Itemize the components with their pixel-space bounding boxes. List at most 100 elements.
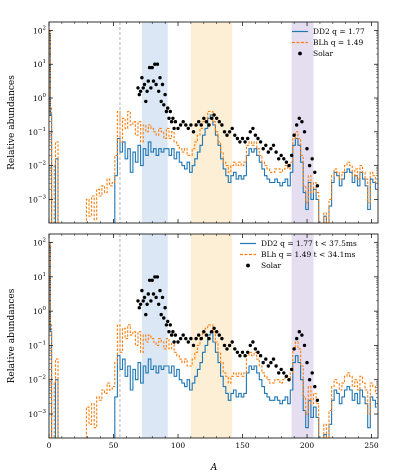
solar-point	[141, 299, 145, 303]
solar-point	[166, 106, 170, 110]
solar-point	[274, 364, 278, 368]
solar-point	[313, 170, 317, 174]
solar-point	[310, 371, 314, 375]
shaded-band-0	[141, 22, 168, 223]
solar-point	[176, 126, 180, 131]
solar-point	[171, 330, 175, 334]
solar-point	[277, 371, 281, 375]
solar-point	[147, 278, 152, 282]
solar-point	[167, 330, 171, 334]
solar-point	[292, 347, 296, 351]
solar-point	[269, 360, 273, 365]
solar-point	[313, 384, 317, 389]
plot-frame	[48, 21, 379, 224]
solar-point	[230, 126, 234, 131]
solar-point	[157, 302, 161, 306]
solar-point	[144, 312, 148, 317]
solar-point	[233, 133, 237, 137]
solar-point	[160, 82, 165, 87]
y-axis-label: Relative abundances	[7, 288, 17, 383]
bottom-panel: 0 50 100 150 200 250 102 101 100 10−1 10−2 10−3 Rela…	[7, 233, 379, 450]
solar-point	[297, 330, 301, 334]
solar-point	[164, 109, 169, 114]
y-tick-label: 10−2	[28, 375, 46, 385]
solar-point	[256, 350, 260, 354]
y-tick-label: 10−3	[28, 409, 46, 419]
solar-point	[164, 323, 169, 327]
x-tick-label: 50	[109, 441, 119, 450]
solar-point	[240, 350, 245, 354]
solar-point	[147, 65, 152, 70]
solar-point	[166, 319, 170, 324]
plot-frame	[48, 233, 379, 439]
solar-point	[305, 147, 309, 151]
solar-point	[295, 123, 299, 127]
solar-point	[149, 86, 153, 90]
solar-point	[172, 126, 176, 131]
solar-point	[197, 333, 201, 337]
solar-point	[256, 136, 260, 141]
solar-point	[300, 120, 304, 124]
solar-point	[282, 371, 286, 375]
solar-point	[137, 306, 141, 310]
solar-point	[141, 86, 145, 90]
legend-label: DD2 q = 1.77 t < 37.5ms	[261, 239, 357, 248]
solar-point	[194, 336, 198, 341]
solar-point	[207, 123, 211, 127]
solar-point	[189, 336, 193, 341]
solar-point	[149, 299, 153, 303]
solar-point	[178, 123, 183, 127]
legend-marker	[246, 263, 250, 268]
solar-point	[199, 336, 203, 341]
solar-point	[186, 126, 190, 131]
solar-point	[163, 92, 167, 97]
legend-label: BLh q = 1.49 t < 34.1ms	[261, 250, 356, 259]
solar-point	[246, 350, 250, 354]
solar-point	[173, 120, 178, 124]
legend-label: DD2 q = 1.77	[313, 27, 365, 36]
top-panel: 102 101 100 10−1 10−2 10−3 Relative abundances…	[7, 21, 379, 224]
solar-point	[184, 336, 188, 341]
solar-point	[222, 343, 227, 348]
solar-point	[144, 99, 148, 104]
solar-point	[207, 336, 211, 341]
solar-point	[222, 130, 227, 134]
solar-point	[158, 288, 162, 293]
solar-point	[227, 130, 232, 134]
solar-point	[253, 347, 258, 351]
solar-point	[271, 357, 276, 361]
y-tick-label: 10−2	[28, 161, 46, 171]
solar-point	[282, 157, 286, 161]
solar-point	[248, 343, 252, 348]
solar-point	[181, 333, 185, 337]
solar-point	[307, 378, 312, 382]
solar-point	[159, 312, 163, 317]
solar-point	[202, 330, 206, 334]
solar-point	[202, 116, 206, 121]
y-tick-label: 100	[33, 306, 47, 316]
series-line-0	[49, 33, 377, 223]
solar-point	[266, 364, 270, 368]
solar-point	[271, 143, 276, 147]
solar-point	[151, 79, 156, 83]
x-tick-label: 150	[235, 441, 250, 450]
solar-point	[300, 333, 304, 337]
solar-point	[178, 336, 183, 341]
solar-point	[243, 140, 247, 144]
solar-point	[225, 133, 229, 137]
shaded-band-1	[190, 22, 233, 223]
y-tick-label: 102	[33, 25, 46, 35]
solar-point	[215, 116, 219, 121]
solar-point	[163, 306, 167, 310]
solar-point	[167, 116, 171, 121]
x-tick-label: 250	[364, 441, 379, 450]
legend-marker	[298, 51, 302, 56]
solar-point	[297, 116, 301, 121]
legend-label: Solar	[313, 49, 334, 58]
solar-point	[261, 360, 265, 365]
solar-point	[154, 82, 158, 87]
legend-label: BLh q = 1.49	[313, 38, 363, 47]
legend: DD2 q = 1.77 BLh q = 1.49 Solar	[292, 27, 365, 58]
solar-point	[191, 130, 196, 134]
solar-point	[266, 150, 270, 154]
